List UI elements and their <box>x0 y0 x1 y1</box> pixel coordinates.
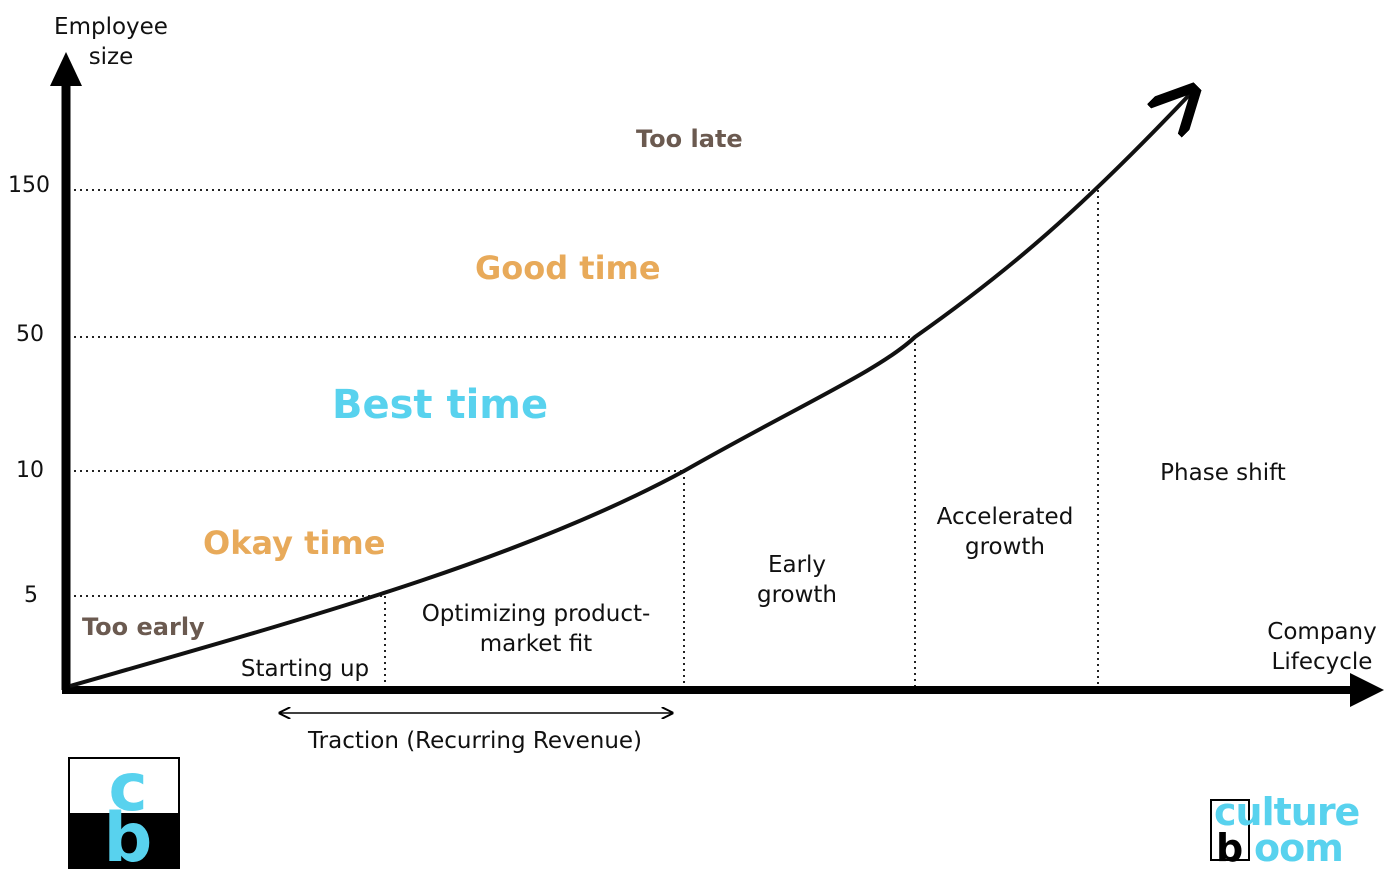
logo-mark-black-half <box>70 813 178 867</box>
wordmark-box <box>1210 799 1250 861</box>
y-tick-10: 10 <box>16 458 44 483</box>
phase-starting-up: Starting up <box>240 656 370 682</box>
growth-curve <box>69 92 1192 688</box>
logo-letter-c: c <box>108 757 148 826</box>
y-tick-50: 50 <box>16 322 44 347</box>
y-tick-5: 5 <box>24 583 38 608</box>
x-axis-arrowhead <box>1350 673 1384 707</box>
wordmark-oom: oom <box>1254 826 1344 870</box>
phase-accelerated-growth: Accelerated growth <box>936 504 1074 560</box>
zone-okay-time: Okay time <box>203 524 386 562</box>
y-axis-arrowhead <box>50 52 82 86</box>
zone-too-early: Too early <box>82 613 205 641</box>
phase-phase-shift: Phase shift <box>1160 460 1286 486</box>
wordmark-culture: culture <box>1214 790 1360 834</box>
phase-early-growth: Early growth <box>756 552 838 608</box>
x-axis-label: Company Lifecycle <box>1267 619 1377 675</box>
zone-too-late: Too late <box>636 125 743 153</box>
culture-boom-wordmark: culture b oom <box>1210 793 1390 873</box>
zone-best-time: Best time <box>332 382 549 428</box>
culture-boom-logo-mark: c b <box>68 757 180 869</box>
y-axis-label: Employee size <box>54 14 168 70</box>
wordmark-letter-b: b <box>1216 826 1243 870</box>
traction-label: Traction (Recurring Revenue) <box>307 728 643 754</box>
zone-good-time: Good time <box>475 249 661 287</box>
y-tick-150: 150 <box>8 173 50 198</box>
logo-letter-b: b <box>103 799 153 869</box>
phase-optimizing-product-market-fit: Optimizing product- market fit <box>421 601 651 657</box>
